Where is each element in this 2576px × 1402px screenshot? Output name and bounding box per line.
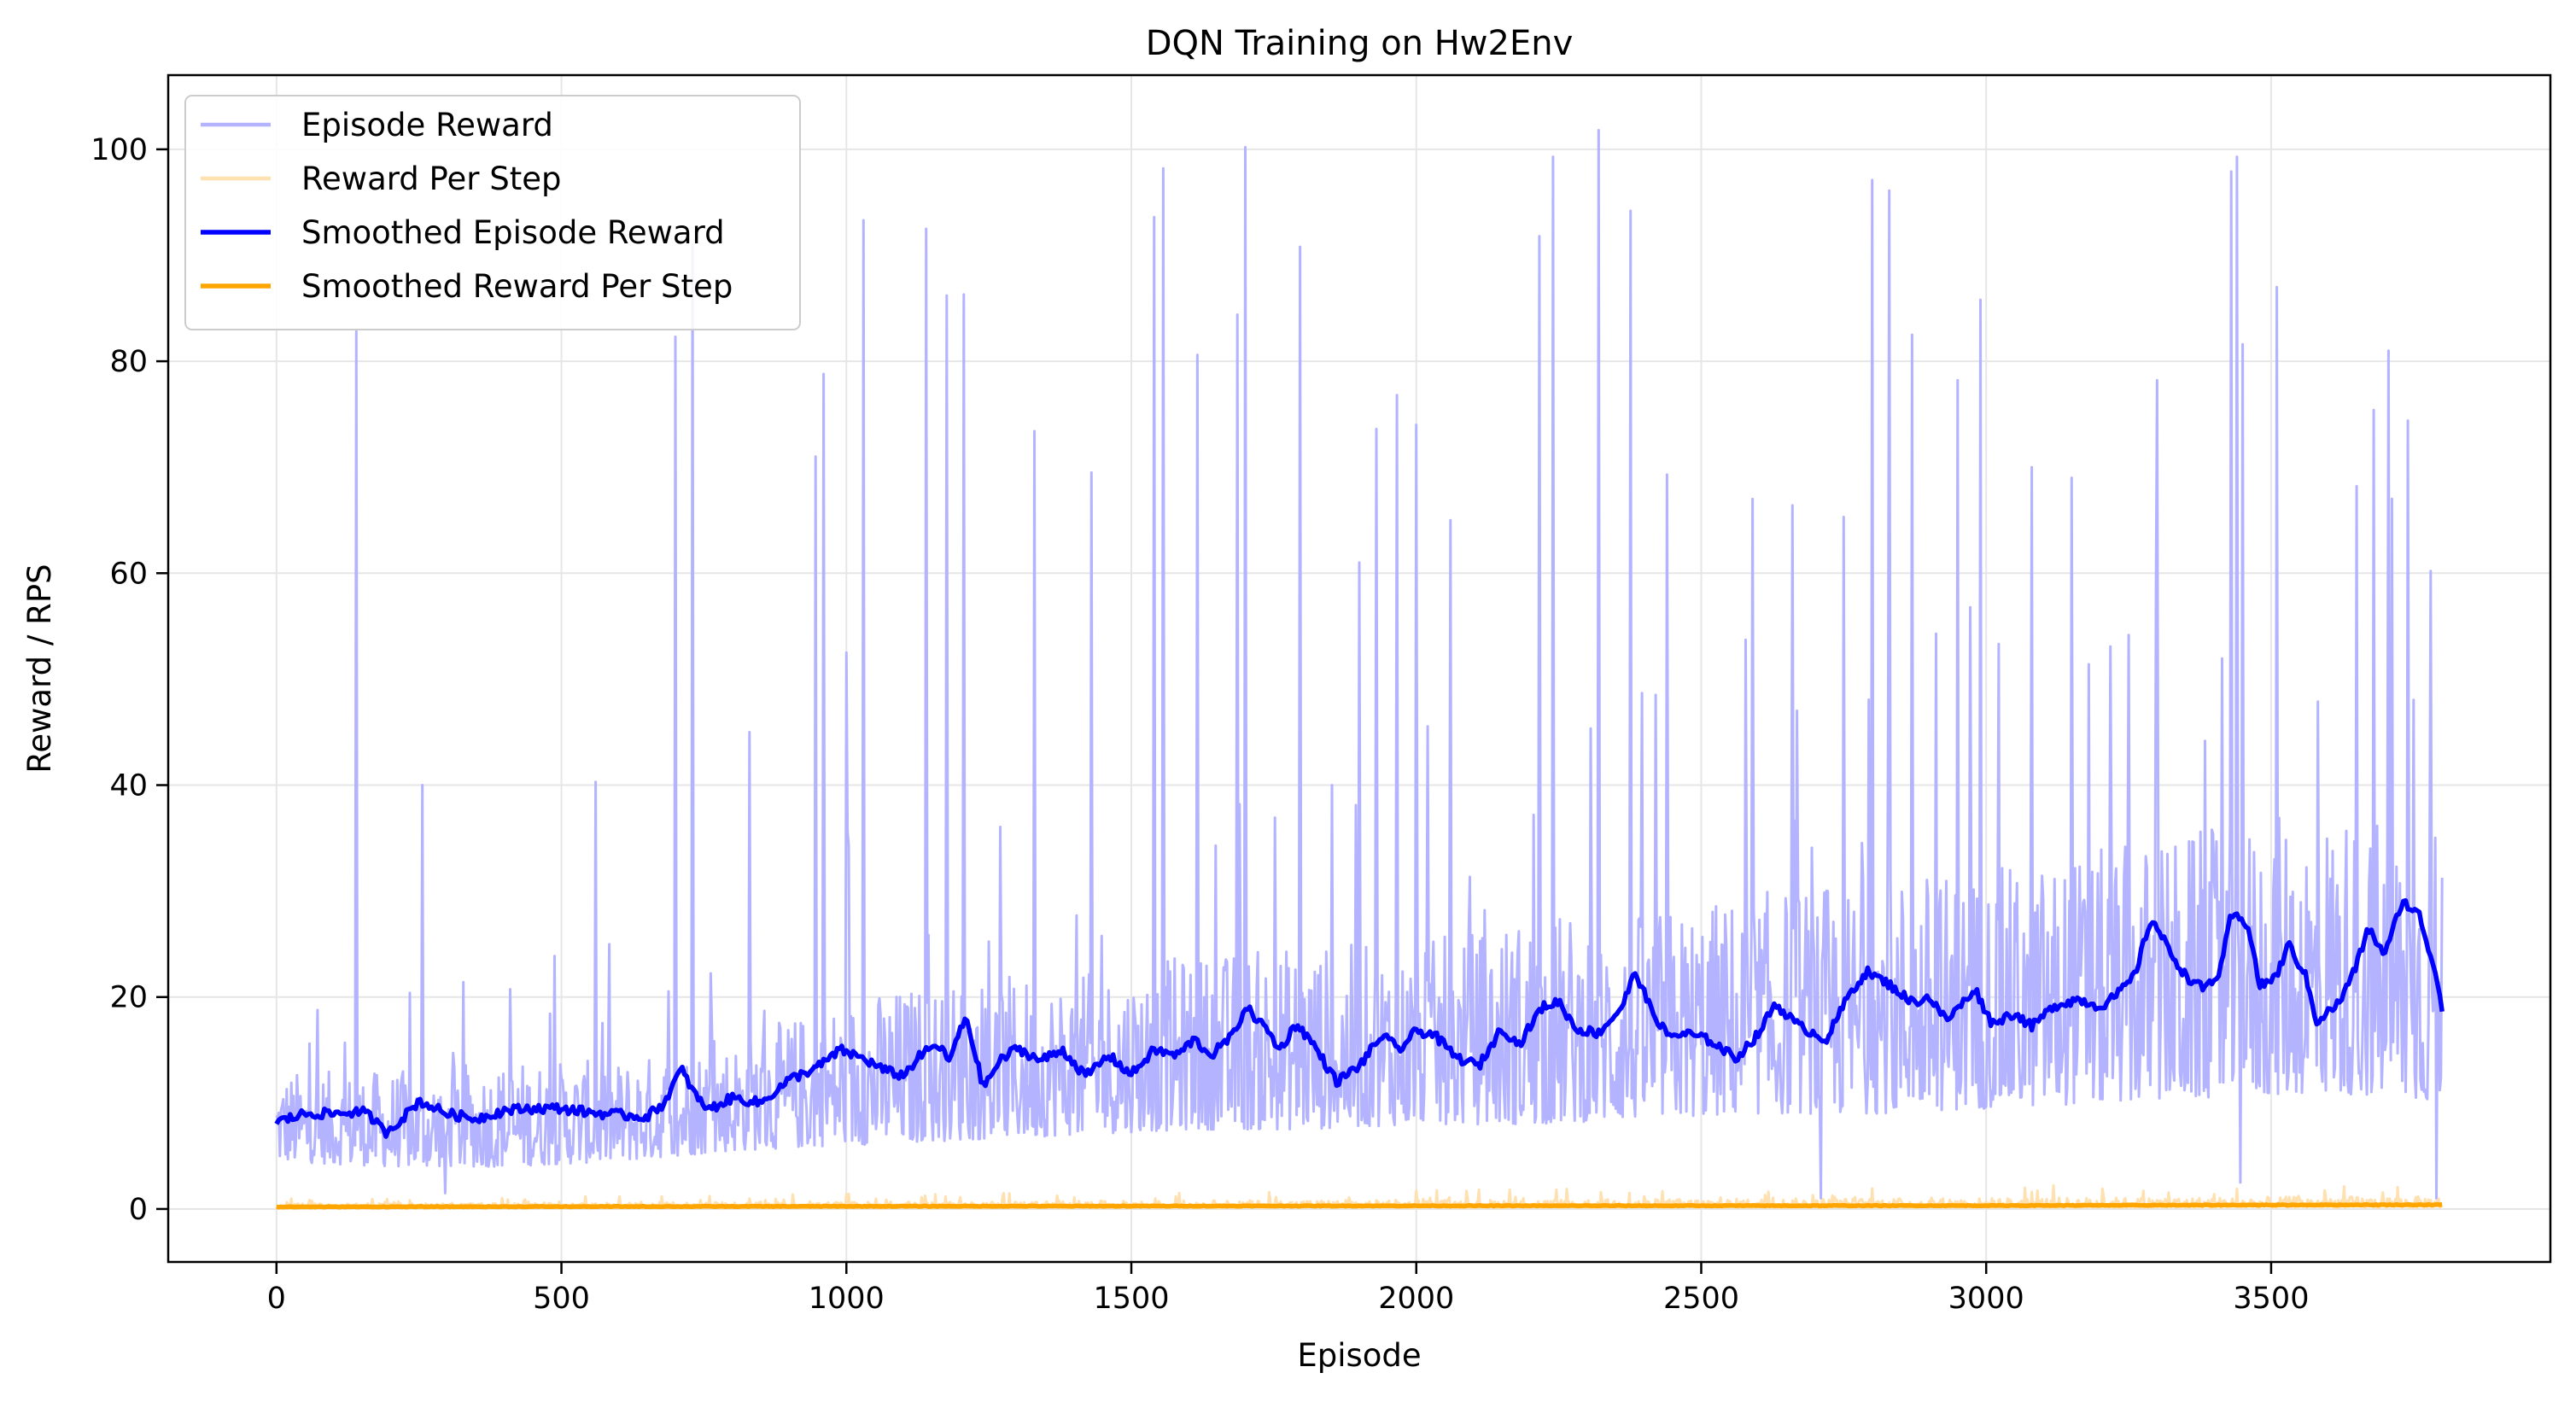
legend-entry-label: Episode Reward: [301, 107, 553, 143]
x-tick-label: 0: [267, 1282, 286, 1316]
legend-box: [184, 95, 801, 330]
y-axis-label: Reward / RPS: [21, 564, 58, 773]
legend-entry-label: Smoothed Reward Per Step: [301, 268, 733, 305]
x-tick-label: 500: [533, 1282, 590, 1316]
x-tick-label: 2000: [1378, 1282, 1454, 1316]
x-axis-label: Episode: [1297, 1337, 1421, 1374]
legend-entry-label: Reward Per Step: [301, 161, 562, 197]
x-tick-label: 3000: [1948, 1282, 2024, 1316]
y-tick-label: 60: [109, 557, 148, 591]
axes: 0 500 1000 1500 2000 2500 3000 3500 0 20 40 60 80 100: [91, 133, 2309, 1316]
legend: Episode Reward Reward Per Step Smoothed Ep…: [184, 95, 801, 330]
series-line-episode-reward: [275, 129, 2444, 1200]
y-tick-label: 20: [109, 981, 148, 1015]
series-line-smoothed-reward-per-step: [276, 1201, 2443, 1210]
series-line-smoothed-episode-reward: [274, 897, 2445, 1139]
y-tick-label: 100: [91, 133, 148, 167]
y-tick-label: 80: [109, 345, 148, 379]
y-tick-label: 0: [129, 1193, 148, 1227]
x-tick-label: 3500: [2233, 1282, 2309, 1316]
x-tick-label: 1500: [1093, 1282, 1169, 1316]
chart-title: DQN Training on Hw2Env: [1146, 24, 1574, 63]
x-tick-label: 1000: [809, 1282, 885, 1316]
plot-frame: [166, 73, 2552, 1264]
legend-entry-label: Smoothed Episode Reward: [301, 214, 725, 251]
y-tick-label: 40: [109, 769, 148, 803]
x-tick-label: 2500: [1663, 1282, 1739, 1316]
smoothed-series-layer: [274, 897, 2445, 1210]
